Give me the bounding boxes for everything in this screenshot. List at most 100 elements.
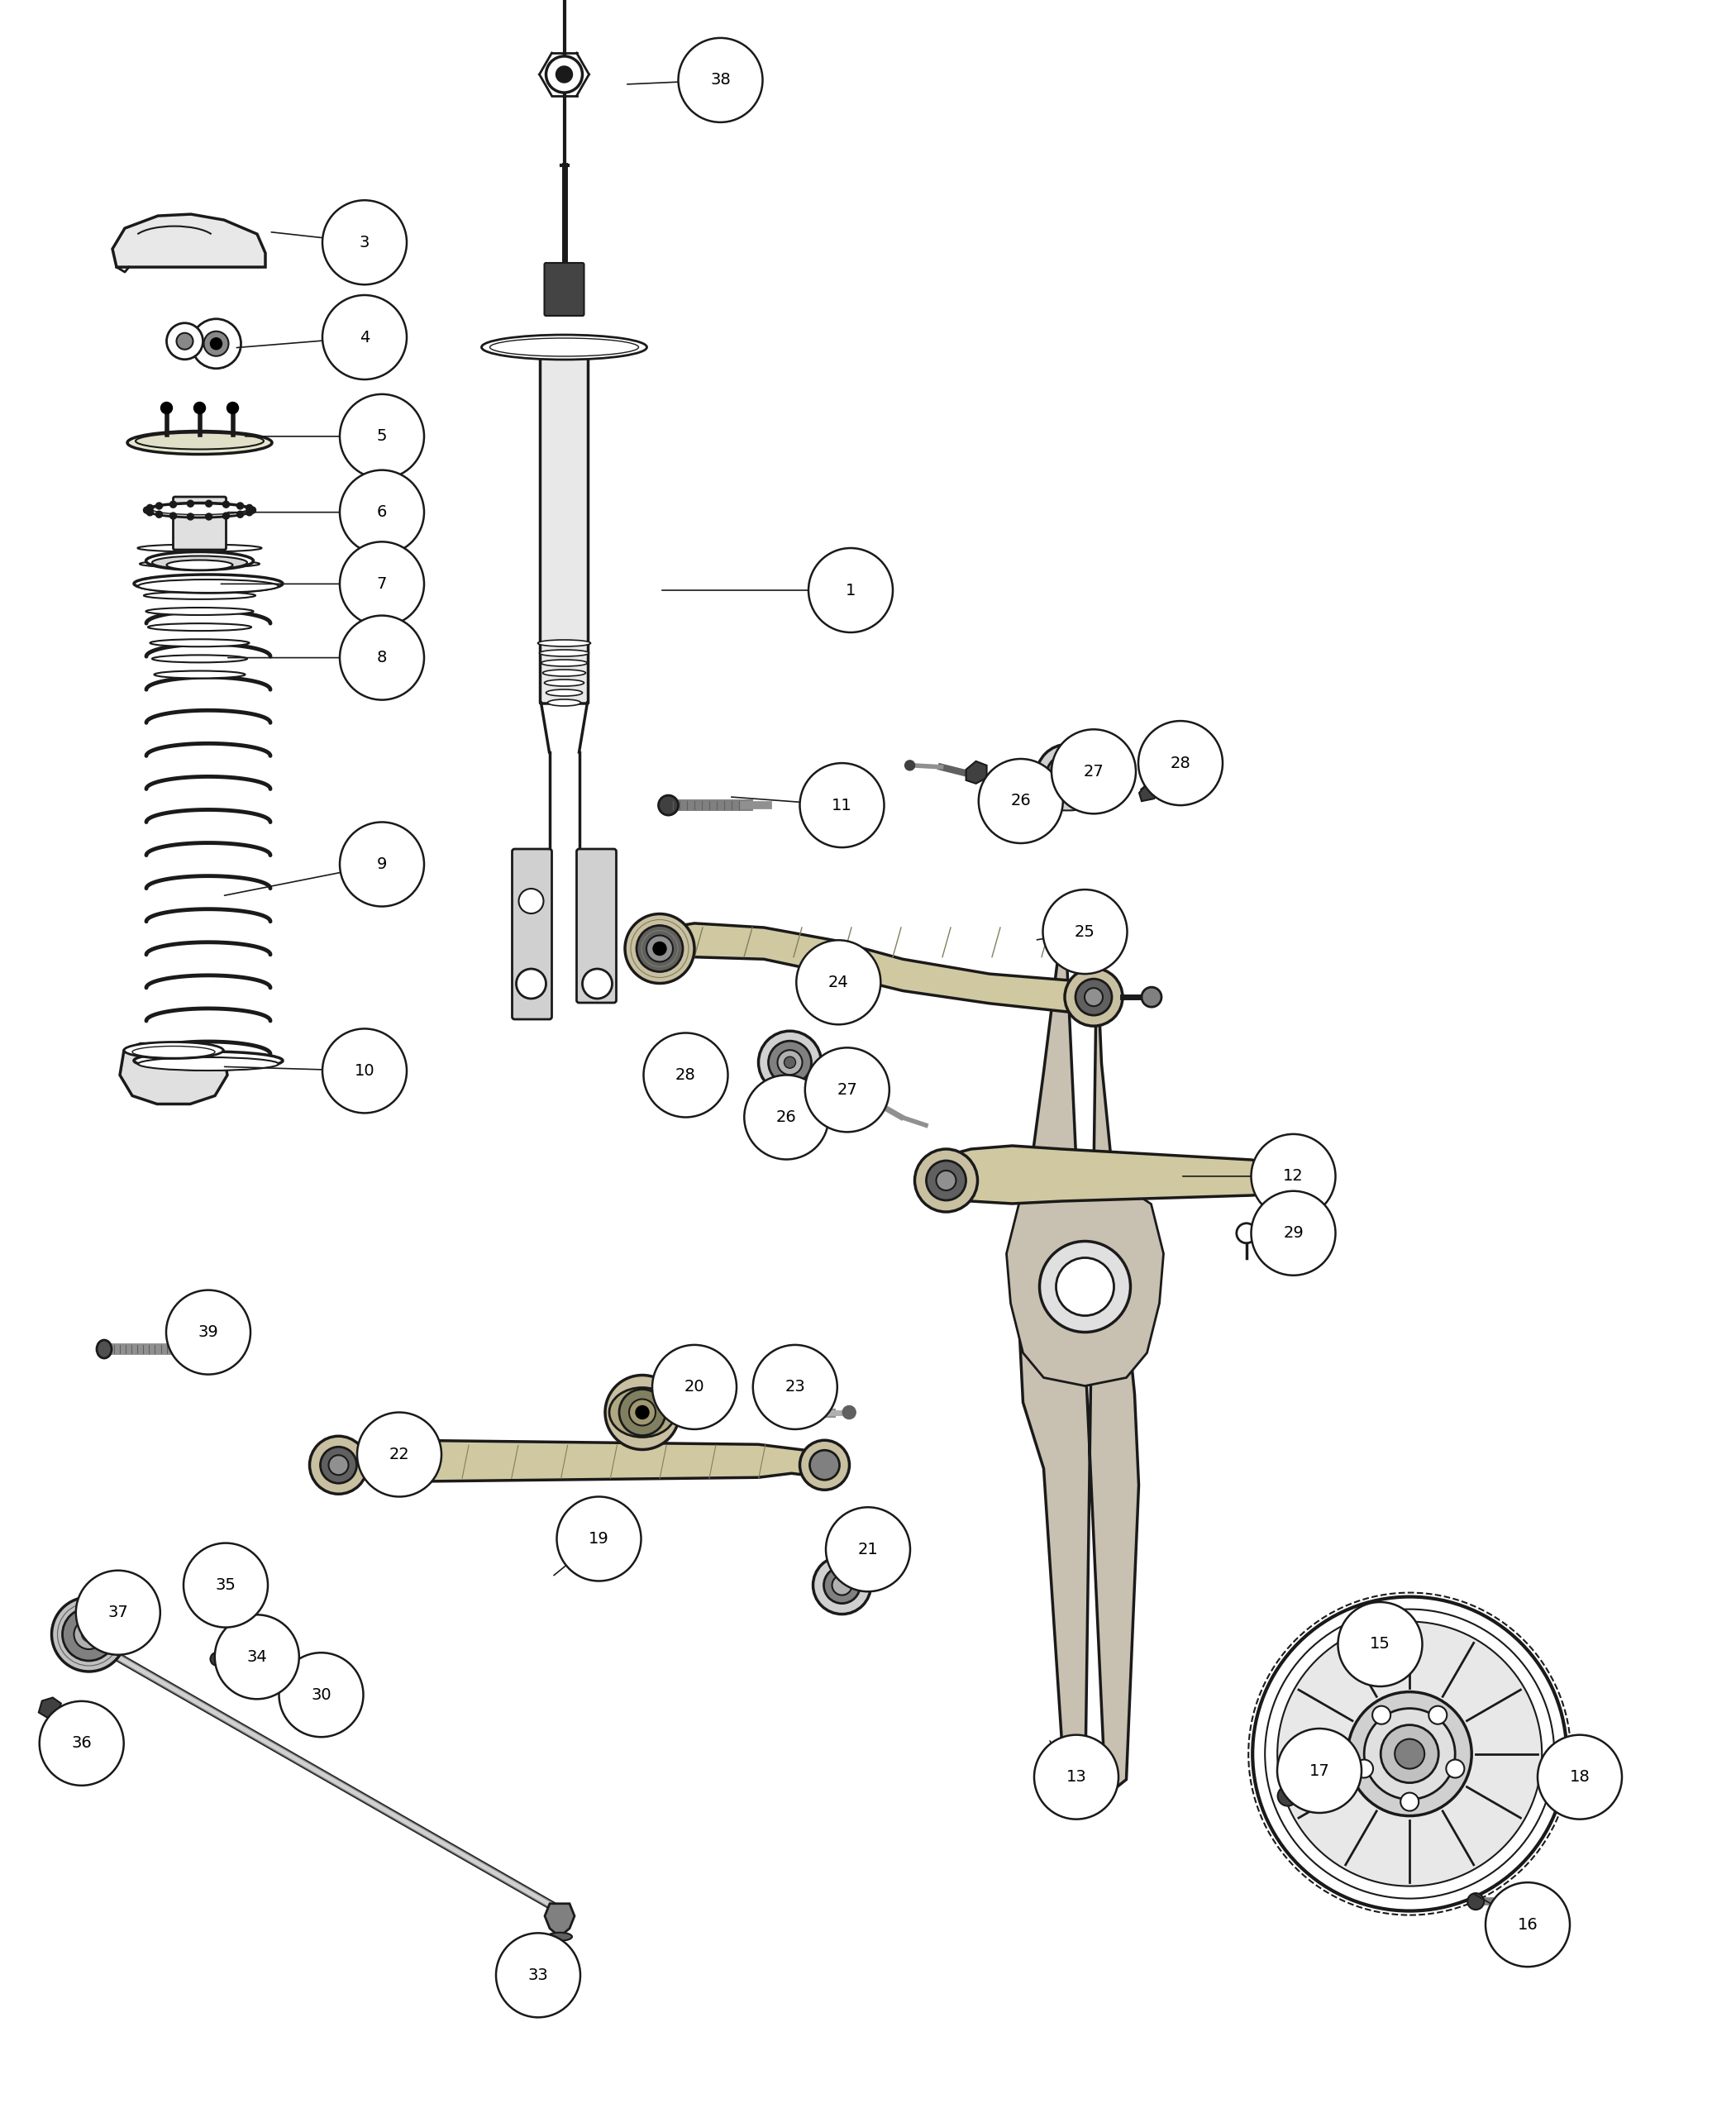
Circle shape bbox=[177, 333, 193, 350]
Text: 7: 7 bbox=[377, 575, 387, 592]
Text: 5: 5 bbox=[377, 428, 387, 445]
Circle shape bbox=[62, 1608, 115, 1661]
Text: 28: 28 bbox=[675, 1067, 696, 1084]
Text: 8: 8 bbox=[377, 649, 387, 666]
Ellipse shape bbox=[609, 1387, 675, 1438]
Circle shape bbox=[496, 1933, 580, 2017]
Circle shape bbox=[1076, 978, 1111, 1016]
Circle shape bbox=[653, 942, 667, 955]
Circle shape bbox=[222, 502, 229, 508]
Text: 17: 17 bbox=[1309, 1762, 1330, 1779]
Ellipse shape bbox=[543, 670, 585, 677]
Circle shape bbox=[1373, 1705, 1391, 1724]
Polygon shape bbox=[1007, 1178, 1163, 1385]
Circle shape bbox=[1055, 1258, 1115, 1315]
Circle shape bbox=[832, 1575, 852, 1596]
Polygon shape bbox=[113, 215, 266, 268]
Text: 30: 30 bbox=[311, 1686, 332, 1703]
Text: 24: 24 bbox=[828, 974, 849, 991]
Circle shape bbox=[1364, 1707, 1455, 1800]
FancyBboxPatch shape bbox=[512, 850, 552, 1020]
Ellipse shape bbox=[135, 432, 264, 449]
FancyBboxPatch shape bbox=[545, 264, 583, 316]
Circle shape bbox=[222, 512, 229, 519]
Text: 38: 38 bbox=[710, 72, 731, 89]
Ellipse shape bbox=[540, 649, 589, 656]
Ellipse shape bbox=[167, 561, 233, 569]
Ellipse shape bbox=[97, 1341, 111, 1358]
Polygon shape bbox=[339, 1440, 825, 1482]
Circle shape bbox=[552, 1958, 568, 1975]
Circle shape bbox=[1139, 721, 1222, 805]
Text: 28: 28 bbox=[1170, 755, 1191, 772]
Circle shape bbox=[1538, 1735, 1621, 1819]
Polygon shape bbox=[545, 1904, 575, 1937]
Text: 20: 20 bbox=[684, 1379, 705, 1395]
Circle shape bbox=[1394, 1739, 1425, 1769]
Circle shape bbox=[1354, 1760, 1373, 1777]
Circle shape bbox=[203, 331, 229, 356]
Circle shape bbox=[635, 1406, 649, 1419]
Text: 26: 26 bbox=[1010, 793, 1031, 809]
Circle shape bbox=[146, 510, 153, 516]
Circle shape bbox=[170, 512, 177, 519]
Circle shape bbox=[646, 936, 674, 961]
Text: 4: 4 bbox=[359, 329, 370, 346]
Circle shape bbox=[236, 502, 243, 510]
Circle shape bbox=[1347, 1693, 1472, 1815]
Ellipse shape bbox=[139, 1058, 278, 1071]
Ellipse shape bbox=[1569, 1752, 1590, 1802]
Ellipse shape bbox=[148, 624, 252, 630]
Ellipse shape bbox=[127, 432, 273, 453]
Circle shape bbox=[1446, 1760, 1465, 1777]
Circle shape bbox=[547, 57, 582, 93]
Circle shape bbox=[1401, 1792, 1418, 1811]
Polygon shape bbox=[642, 923, 1102, 1016]
Circle shape bbox=[658, 795, 679, 816]
Circle shape bbox=[1266, 1608, 1554, 1899]
Text: 26: 26 bbox=[776, 1109, 797, 1126]
Ellipse shape bbox=[153, 504, 247, 514]
Circle shape bbox=[556, 65, 573, 82]
Circle shape bbox=[205, 514, 212, 521]
Ellipse shape bbox=[490, 337, 639, 356]
Circle shape bbox=[236, 510, 243, 519]
Text: 25: 25 bbox=[1075, 923, 1095, 940]
Text: 9: 9 bbox=[377, 856, 387, 873]
Circle shape bbox=[1278, 1729, 1361, 1813]
Text: 13: 13 bbox=[1066, 1769, 1087, 1785]
Text: 36: 36 bbox=[71, 1735, 92, 1752]
Text: 16: 16 bbox=[1517, 1916, 1538, 1933]
Circle shape bbox=[247, 510, 253, 516]
Circle shape bbox=[1052, 729, 1135, 814]
Circle shape bbox=[556, 1963, 564, 1971]
Circle shape bbox=[625, 915, 694, 982]
Ellipse shape bbox=[538, 641, 590, 647]
Polygon shape bbox=[1139, 774, 1163, 801]
Text: 11: 11 bbox=[832, 797, 852, 814]
Polygon shape bbox=[852, 1094, 875, 1115]
Circle shape bbox=[1054, 763, 1082, 788]
Circle shape bbox=[904, 761, 915, 769]
Circle shape bbox=[753, 1345, 837, 1429]
Circle shape bbox=[156, 510, 163, 519]
Circle shape bbox=[340, 394, 424, 479]
Circle shape bbox=[1236, 1223, 1257, 1244]
Circle shape bbox=[812, 1556, 871, 1615]
Text: 1: 1 bbox=[845, 582, 856, 599]
Text: 23: 23 bbox=[785, 1379, 806, 1395]
Text: 15: 15 bbox=[1370, 1636, 1391, 1653]
Ellipse shape bbox=[1045, 801, 1090, 809]
Text: 6: 6 bbox=[377, 504, 387, 521]
Circle shape bbox=[516, 970, 547, 999]
Circle shape bbox=[825, 1566, 859, 1604]
Circle shape bbox=[358, 1412, 441, 1497]
Circle shape bbox=[250, 506, 255, 514]
Text: 12: 12 bbox=[1283, 1168, 1304, 1185]
Circle shape bbox=[1278, 1621, 1542, 1887]
Text: 3: 3 bbox=[359, 234, 370, 251]
Circle shape bbox=[227, 403, 238, 413]
Circle shape bbox=[340, 542, 424, 626]
Circle shape bbox=[1047, 755, 1088, 797]
Circle shape bbox=[637, 925, 682, 972]
